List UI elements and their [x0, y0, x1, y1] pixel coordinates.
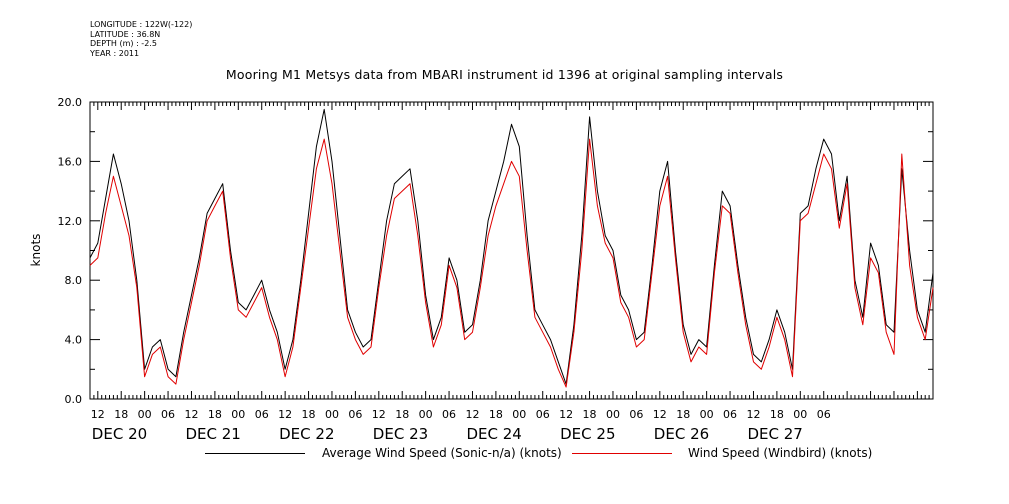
x-tick-label: 06 [817, 408, 831, 421]
x-tick-label: 12 [465, 408, 479, 421]
x-tick-label: 12 [653, 408, 667, 421]
x-tick-label: 06 [536, 408, 550, 421]
x-tick-label: 12 [746, 408, 760, 421]
y-axis-label: knots [29, 234, 43, 267]
x-tick-label: 06 [629, 408, 643, 421]
x-tick-label: 18 [676, 408, 690, 421]
x-tick-label: 00 [419, 408, 433, 421]
axes-group: 0.0 4.0 8.0 12.0 16.0 20.0 12 18 00 06 12 18 00 06 12 1… [58, 96, 934, 443]
x-tick-label: 18 [208, 408, 222, 421]
x-day-label: DEC 27 [747, 425, 802, 443]
x-tick-label: 06 [255, 408, 269, 421]
legend-label-windbird: Wind Speed (Windbird) (knots) [688, 446, 873, 460]
x-tick-label: 12 [91, 408, 105, 421]
x-tick-label: 18 [583, 408, 597, 421]
x-tick-label: 18 [114, 408, 128, 421]
legend-line-windbird [572, 453, 672, 454]
x-day-label: DEC 22 [279, 425, 334, 443]
depth-label: DEPTH (m) : -2.5 [90, 39, 157, 48]
x-day-label: DEC 20 [92, 425, 147, 443]
y-tick-label: 12.0 [58, 215, 83, 228]
x-tick-label: 06 [161, 408, 175, 421]
legend-line-average [205, 453, 305, 454]
x-tick-label: 18 [489, 408, 503, 421]
x-tick-label: 00 [793, 408, 807, 421]
chart-title: Mooring M1 Metsys data from MBARI instru… [225, 67, 784, 82]
x-tick-label: 06 [348, 408, 362, 421]
series-line-windbird [89, 138, 934, 388]
legend: Average Wind Speed (Sonic-n/a) (knots) W… [0, 446, 1009, 464]
series-line-average-wind [89, 108, 934, 385]
x-tick-label: 12 [559, 408, 573, 421]
x-tick-label: 18 [395, 408, 409, 421]
x-day-label: DEC 24 [466, 425, 521, 443]
y-tick-label: 0.0 [65, 393, 83, 406]
x-tick-label: 12 [184, 408, 198, 421]
x-tick-label: 12 [278, 408, 292, 421]
x-tick-label: 00 [606, 408, 620, 421]
x-tick-label: 00 [325, 408, 339, 421]
y-tick-label: 20.0 [58, 96, 83, 109]
x-tick-label: 06 [442, 408, 456, 421]
x-tick-label: 06 [723, 408, 737, 421]
plot-frame [89, 101, 934, 400]
year-label: YEAR : 2011 [90, 48, 140, 58]
x-tick-label: 00 [231, 408, 245, 421]
longitude-label: LONGITUDE : 122W(-122) [90, 20, 193, 29]
y-tick-label: 8.0 [65, 274, 83, 287]
y-tick-label: 4.0 [65, 334, 83, 347]
x-day-label: DEC 23 [373, 425, 428, 443]
latitude-label: LATITUDE : 36.8N [90, 29, 161, 39]
x-day-label: DEC 25 [560, 425, 615, 443]
x-tick-label: 18 [302, 408, 316, 421]
x-tick-label: 00 [700, 408, 714, 421]
metadata-block: LONGITUDE : 122W(-122) LATITUDE : 36.8N … [90, 20, 192, 58]
x-tick-label: 18 [770, 408, 784, 421]
x-day-label: DEC 21 [185, 425, 240, 443]
legend-label-average: Average Wind Speed (Sonic-n/a) (knots) [322, 446, 562, 460]
series-group [89, 108, 934, 388]
y-tick-label: 16.0 [58, 155, 83, 168]
x-tick-label: 00 [512, 408, 526, 421]
x-tick-label: 00 [138, 408, 152, 421]
x-day-label: DEC 26 [654, 425, 709, 443]
x-tick-label: 12 [372, 408, 386, 421]
